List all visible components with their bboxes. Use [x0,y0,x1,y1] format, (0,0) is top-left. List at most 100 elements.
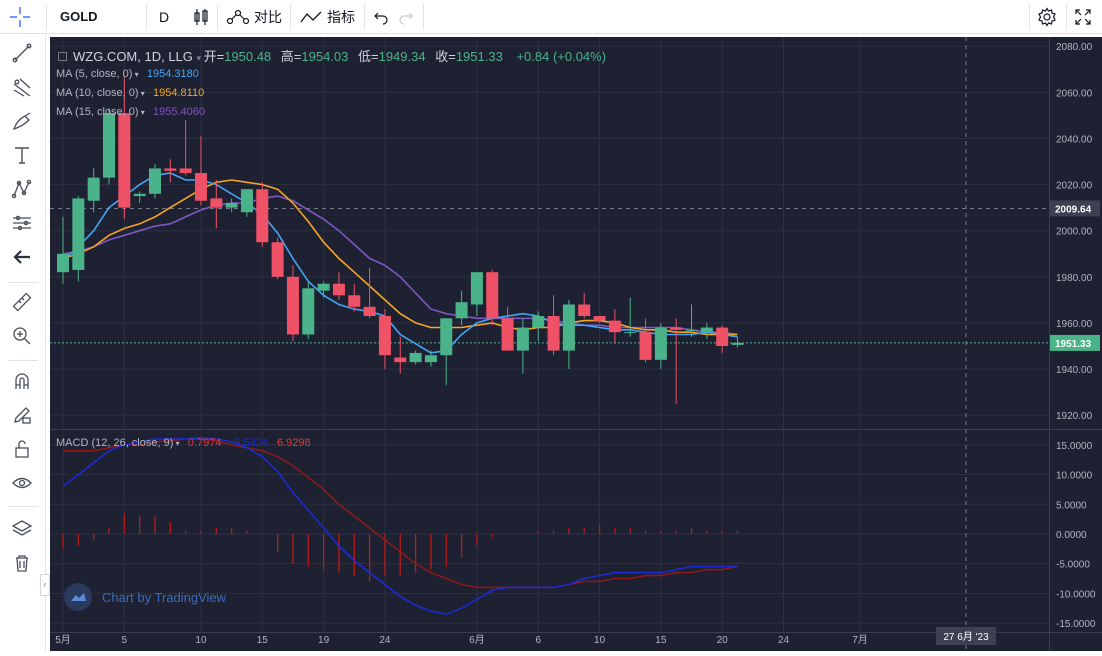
macd-tick-label: 15.0000 [1056,441,1093,452]
candle-body [394,357,407,363]
eye-icon[interactable] [9,470,35,496]
time-tick-label: 20 [717,635,729,646]
unlock-icon[interactable] [9,436,35,462]
macd-tick-label: -15.0000 [1056,619,1096,630]
time-tick-label: 10 [594,635,606,646]
close-value: 1951.33 [455,49,503,64]
candle-body [118,113,131,208]
price-tick-label: 1940.00 [1056,365,1093,376]
candle-body [654,327,667,360]
macd-legend: MACD (12, 26, close, 9) ▾ 0.7974 -5.5324… [56,437,311,449]
macd-hist-value: 0.7974 [187,437,222,449]
low-label: 低= [358,49,379,64]
lock-drawing-pencil-icon[interactable] [9,402,35,428]
dropdown-icon[interactable]: ▾ [173,439,182,448]
collapse-legend-icon[interactable] [58,52,67,61]
prediction-icon[interactable] [9,210,35,236]
change-value: +0.84 (+0.04%) [516,49,607,64]
high-label: 高= [280,49,302,64]
toolbar-divider [364,4,365,30]
redo-icon[interactable] [398,0,414,33]
zoom-in-icon[interactable] [9,323,35,349]
interval-button[interactable]: D [159,8,170,25]
candle-body [87,177,100,201]
candle-body [102,113,115,178]
ma5-value: 1954.3180 [146,68,199,80]
chart-type-candles-icon[interactable] [192,0,210,33]
pitchfork-icon[interactable] [9,74,35,100]
legend-dropdown-icon[interactable]: ▾ [196,53,204,63]
last-price-label: 1951.33 [1055,339,1092,350]
trend-line-icon[interactable] [9,40,35,66]
magnet-icon[interactable] [9,368,35,394]
time-tick-label: 5月 [55,634,71,646]
candle-body [317,283,330,291]
candle-body [378,316,391,356]
macd-tick-label: -10.0000 [1056,589,1096,600]
symbol-search-button[interactable]: GOLD [60,9,98,24]
ruler-icon[interactable] [9,289,35,315]
macd-tick-label: 5.0000 [1056,500,1087,511]
price-tick-label: 1960.00 [1056,319,1093,330]
ma15-value: 1955.4060 [153,106,206,118]
toolbar-divider [8,282,38,283]
fullscreen-icon[interactable] [1074,0,1092,33]
open-label: 开= [203,49,225,64]
time-tick-label: 24 [778,635,790,646]
pattern-icon[interactable] [9,176,35,202]
price-tick-label: 2020.00 [1056,181,1093,192]
candle-body [225,203,238,208]
dropdown-icon[interactable]: ▾ [138,108,148,117]
collapse-toolbar-handle[interactable]: ‹ [40,574,50,596]
candle-body [624,332,637,334]
main-legend: WZG.COM, 1D, LLG ▾ 开=1950.48 高=1954.03 低… [58,46,606,65]
dropdown-icon[interactable]: ▾ [132,70,141,79]
candle-body [639,332,652,360]
dropdown-icon[interactable]: ▾ [138,89,148,98]
ma15-line [62,195,738,336]
toolbar-divider [146,4,147,30]
compare-button[interactable]: 对比 [226,0,282,33]
crosshair-tool-icon[interactable] [8,0,32,33]
back-arrow-icon[interactable] [9,244,35,270]
close-label: 收= [435,49,456,64]
ma15-legend: MA (15, close, 0) ▾ 1955.4060 [56,106,205,118]
indicators-icon [300,11,322,22]
indicators-label: 指标 [327,8,355,25]
brush-icon[interactable] [9,108,35,134]
text-tool-icon[interactable] [9,142,35,168]
chart-canvas[interactable]: 1920.00 1940.00 1960.00 1980.00 2000.00 2020.… [50,37,1102,651]
macd-signal-line [63,438,738,589]
candle-body [409,352,422,363]
macd-tick-label: -5.0000 [1056,560,1090,571]
candle-body [470,272,483,305]
time-tick-label: 19 [318,635,330,646]
chart-panel[interactable]: 1920.00 1940.00 1960.00 1980.00 2000.00 2020.… [50,37,1102,651]
ma15-label: MA (15, close, 0) [56,106,139,118]
candle-body [716,327,729,346]
price-tick-label: 2000.00 [1056,227,1093,238]
indicators-button[interactable]: 指标 [300,0,355,33]
candle-body [148,168,161,194]
ma10-line [62,179,738,336]
candle-body [501,318,514,351]
low-value: 1949.34 [378,49,426,64]
candle-body [700,327,713,333]
tradingview-watermark[interactable]: Chart by TradingView [64,583,226,611]
candle-body [486,272,499,319]
candle-body [455,302,468,319]
price-tick-label: 2080.00 [1056,42,1093,53]
undo-icon[interactable] [373,0,389,33]
candle-body [562,304,575,351]
candle-body [133,193,146,197]
compare-icon [226,9,250,24]
price-tick-label: 2060.00 [1056,88,1093,99]
settings-gear-icon[interactable] [1037,0,1057,33]
high-value: 1954.03 [301,49,349,64]
layers-icon[interactable] [9,516,35,542]
candle-body [256,189,269,243]
trash-icon[interactable] [9,550,35,576]
time-tick-label: 10 [195,635,207,646]
macd-line-value: -5.5324 [230,437,268,449]
candle-body [516,327,529,351]
